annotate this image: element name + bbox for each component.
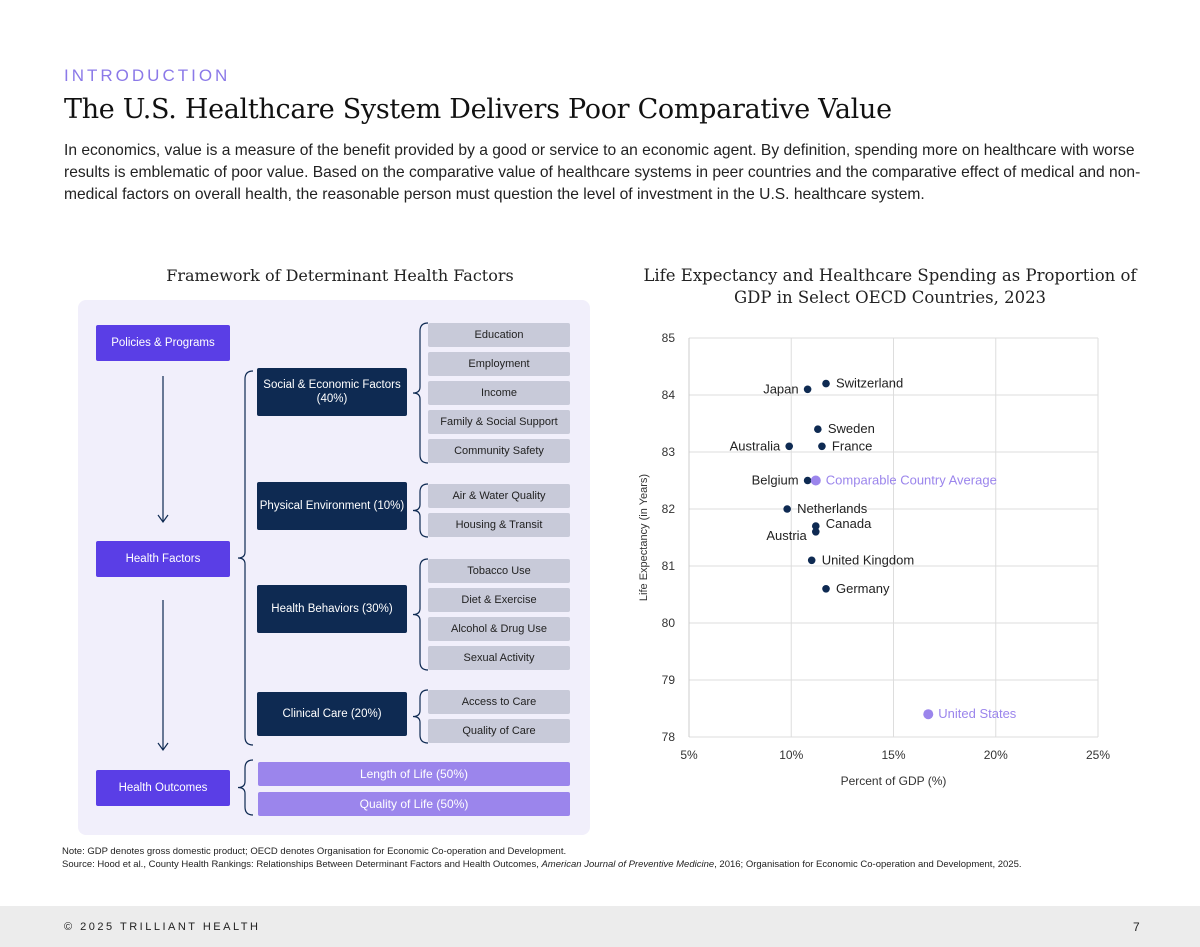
x-tick-label: 10% <box>779 748 803 762</box>
x-tick-label: 5% <box>680 748 698 762</box>
diagram-title: Framework of Determinant Health Factors <box>166 266 514 285</box>
data-point <box>814 425 822 433</box>
factor-item: Alcohol & Drug Use <box>428 617 570 641</box>
brace-icon <box>412 558 429 671</box>
point-label: Canada <box>826 516 872 531</box>
factor-item: Community Safety <box>428 439 570 463</box>
factor-box: Physical Environment (10%) <box>257 482 407 530</box>
factor-item: Family & Social Support <box>428 410 570 434</box>
factor-item: Diet & Exercise <box>428 588 570 612</box>
factor-item: Education <box>428 323 570 347</box>
y-axis-label: Life Expectancy (in Years) <box>638 474 650 601</box>
y-tick-label: 81 <box>662 559 676 573</box>
section-kicker: INTRODUCTION <box>64 66 231 85</box>
factor-item: Quality of Care <box>428 719 570 743</box>
y-tick-label: 78 <box>662 730 676 744</box>
stage-box: Health Outcomes <box>96 770 230 806</box>
arrow-head-icon <box>157 514 169 524</box>
source-text: Source: Hood et al., County Health Ranki… <box>62 859 1022 870</box>
stage-box: Policies & Programs <box>96 325 230 361</box>
factor-item: Tobacco Use <box>428 559 570 583</box>
y-tick-label: 85 <box>662 331 676 345</box>
point-label: Japan <box>763 381 798 396</box>
data-point <box>810 475 821 486</box>
x-tick-label: 15% <box>881 748 905 762</box>
y-tick-label: 80 <box>662 616 676 630</box>
data-point <box>811 528 820 536</box>
chart-title: Life Expectancy and Healthcare Spending … <box>643 266 1137 307</box>
point-label: Sweden <box>828 421 875 436</box>
brace-icon <box>412 689 429 744</box>
stage-box: Health Factors <box>96 541 230 577</box>
point-label: Austria <box>766 528 807 543</box>
brace-icon <box>237 759 254 816</box>
data-point <box>803 476 812 485</box>
factor-item: Air & Water Quality <box>428 484 570 508</box>
x-axis-label: Percent of GDP (%) <box>841 774 947 788</box>
point-label: Comparable Country Average <box>826 473 997 488</box>
footer-bar <box>0 906 1200 947</box>
data-point <box>785 442 794 451</box>
factor-item: Employment <box>428 352 570 376</box>
point-label: United Kingdom <box>822 552 915 567</box>
data-point <box>818 442 826 451</box>
note-text: Note: GDP denotes gross domestic product… <box>62 846 567 857</box>
point-label: United States <box>938 706 1017 721</box>
factor-box: Health Behaviors (30%) <box>257 585 407 633</box>
footnotes: Note: GDP denotes gross domestic product… <box>62 845 1152 871</box>
brace-icon <box>412 483 429 538</box>
page-title: The U.S. Healthcare System Delivers Poor… <box>64 94 892 125</box>
point-label: Australia <box>730 438 781 453</box>
data-point <box>923 709 934 720</box>
factor-item: Access to Care <box>428 690 570 714</box>
brace-icon <box>237 370 254 746</box>
outcome-bar: Quality of Life (50%) <box>258 792 570 816</box>
arrow-head-icon <box>157 742 169 752</box>
data-point <box>822 585 830 593</box>
factor-item: Sexual Activity <box>428 646 570 670</box>
point-label: Belgium <box>752 473 799 488</box>
x-tick-label: 20% <box>984 748 1008 762</box>
y-tick-label: 82 <box>662 502 676 516</box>
data-point <box>807 556 816 565</box>
factor-box: Social & Economic Factors (40%) <box>257 368 407 416</box>
factor-item: Income <box>428 381 570 405</box>
point-label: Netherlands <box>797 501 868 516</box>
point-label: Germany <box>836 581 890 596</box>
brace-icon <box>412 322 429 464</box>
intro-paragraph: In economics, value is a measure of the … <box>64 142 1141 203</box>
scatter-chart: 5% 10% 15% 20% 25% 78 79 80 81 82 83 84 85 Percent of… <box>638 331 1110 788</box>
factor-item: Housing & Transit <box>428 513 570 537</box>
data-point <box>783 505 791 513</box>
point-label: France <box>832 438 872 453</box>
page-number: 7 <box>1133 920 1140 934</box>
point-label: Switzerland <box>836 376 903 391</box>
outcome-bar: Length of Life (50%) <box>258 762 570 786</box>
data-point <box>822 379 830 388</box>
factor-box: Clinical Care (20%) <box>257 692 407 736</box>
x-tick-label: 25% <box>1086 748 1110 762</box>
data-point <box>811 522 820 530</box>
y-tick-label: 83 <box>662 445 676 459</box>
data-point <box>803 385 812 394</box>
copyright: © 2025 TRILLIANT HEALTH <box>64 921 261 933</box>
y-tick-label: 79 <box>662 673 676 687</box>
y-tick-label: 84 <box>662 388 676 402</box>
